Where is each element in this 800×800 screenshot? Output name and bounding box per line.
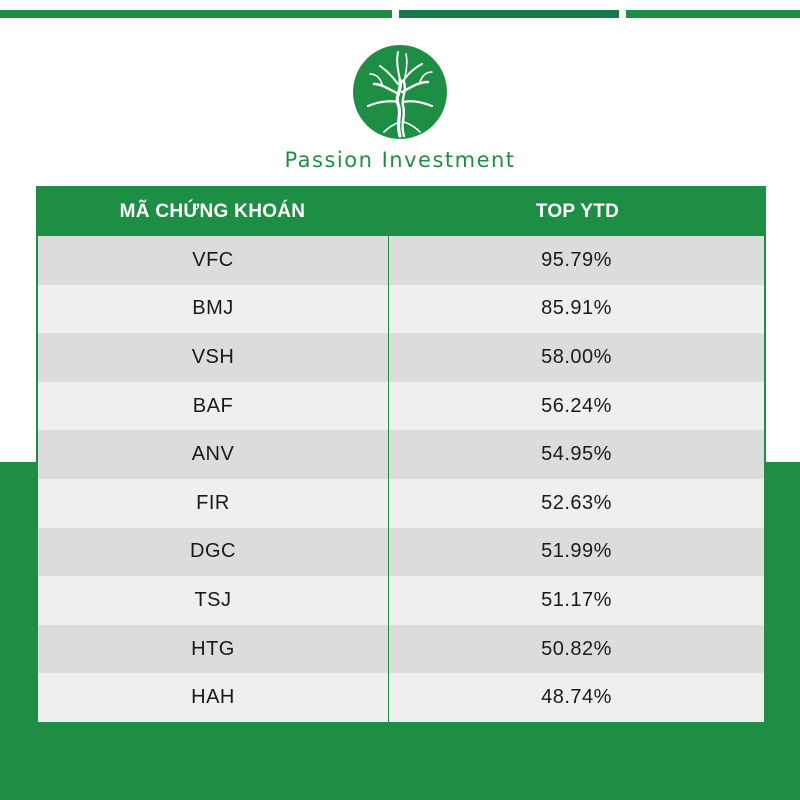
cell-ytd-value: 95.79% [541,248,612,271]
table-row: TSJ 51.17% [38,576,764,625]
cell-ytd-value: 51.17% [541,588,612,611]
cell-stock-code: HAH [38,673,389,722]
cell-stock-code: TSJ [38,576,389,625]
cell-stock-code: ANV [38,430,389,479]
table-row: BMJ 85.91% [38,284,764,334]
cell-stock-code: DGC [38,527,389,577]
cell-stock-code: BAF [38,381,389,431]
cell-ytd-value: 54.95% [541,443,612,466]
brand-name: Passion Investment [284,148,516,172]
cell-stock-code: FIR [38,478,389,528]
header-stock-code: MÃ CHỨNG KHOÁN [119,201,306,222]
table-row: DGC 51.99% [38,527,764,577]
cell-ytd-value: 52.63% [541,491,612,514]
header-top-ytd: TOP YTD [535,201,620,222]
table-row: FIR 52.63% [38,478,764,528]
table-row: VSH 58.00% [38,333,764,382]
table-row: HTG 50.82% [38,624,764,674]
cell-stock-code: VFC [38,236,389,285]
top-accent-bar-middle [399,10,619,18]
table-body: VFC 95.79% BMJ 85.91% VSH 58.00% BAF 56.… [38,236,764,722]
table-row: HAH 48.74% [38,673,764,722]
cell-ytd-value: 50.82% [541,637,612,660]
top-accent-bar-right [626,10,800,18]
cell-ytd-value: 58.00% [541,345,612,368]
cell-ytd-value: 85.91% [541,297,612,320]
stock-table: MÃ CHỨNG KHOÁN TOP YTD VFC 95.79% BMJ 85… [36,186,766,724]
cell-stock-code: VSH [38,333,389,382]
table-row: ANV 54.95% [38,430,764,479]
cell-ytd-value: 56.24% [541,394,612,417]
cell-ytd-value: 48.74% [541,686,612,709]
cell-stock-code: BMJ [38,284,389,334]
top-accent-bar-left [0,10,392,18]
cell-stock-code: HTG [38,624,389,674]
table-row: VFC 95.79% [38,236,764,285]
table-header: MÃ CHỨNG KHOÁN TOP YTD [36,186,766,236]
tree-logo-icon [352,44,448,140]
table-row: BAF 56.24% [38,381,764,431]
cell-ytd-value: 51.99% [541,540,612,563]
